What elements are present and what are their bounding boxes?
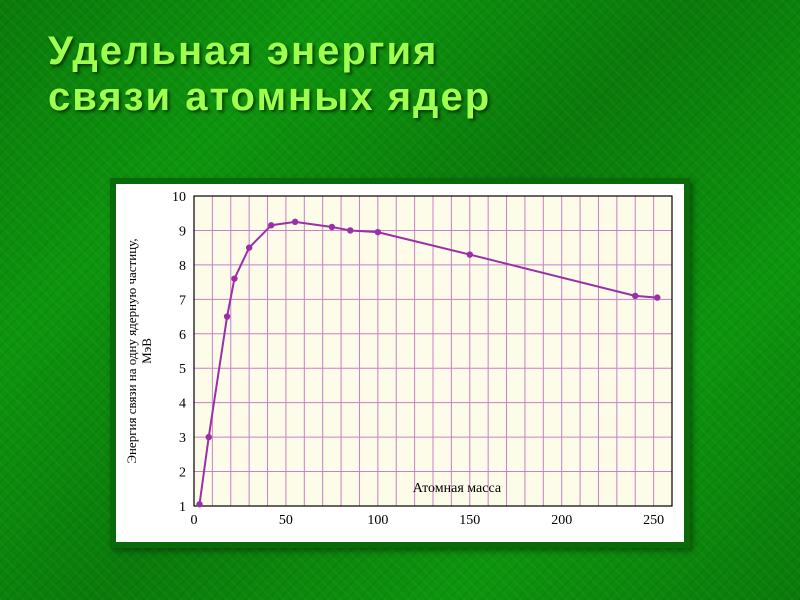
svg-text:4: 4 <box>179 397 186 412</box>
svg-text:100: 100 <box>367 513 388 528</box>
svg-text:250: 250 <box>643 513 664 528</box>
svg-text:7: 7 <box>179 293 186 308</box>
svg-text:5: 5 <box>179 362 186 377</box>
svg-text:3: 3 <box>179 431 186 446</box>
svg-text:200: 200 <box>551 513 572 528</box>
svg-text:9: 9 <box>179 224 186 239</box>
svg-text:10: 10 <box>172 190 186 205</box>
svg-text:Энергия связи на одну ядерную: Энергия связи на одну ядерную частицу,Мэ… <box>124 238 154 463</box>
svg-text:2: 2 <box>179 466 186 481</box>
chart-container: 0 50 100 150 200 250 1 2 3 4 5 6 7 8 9 10 Атомная масса Э… <box>110 178 690 548</box>
svg-text:8: 8 <box>179 259 186 274</box>
svg-text:6: 6 <box>179 328 186 343</box>
title-line-1: Удельная энергия <box>48 29 438 73</box>
slide-title: Удельная энергия связи атомных ядер <box>48 28 752 120</box>
slide: Удельная энергия связи атомных ядер 0 50 1… <box>0 0 800 600</box>
svg-text:1: 1 <box>179 500 186 515</box>
title-line-2: связи атомных ядер <box>48 75 491 119</box>
svg-text:50: 50 <box>279 513 293 528</box>
svg-text:0: 0 <box>191 513 198 528</box>
svg-text:150: 150 <box>459 513 480 528</box>
chart-inner: 0 50 100 150 200 250 1 2 3 4 5 6 7 8 9 10 Атомная масса Э… <box>116 184 684 542</box>
binding-energy-chart: 0 50 100 150 200 250 1 2 3 4 5 6 7 8 9 10 Атомная масса Э… <box>116 184 684 542</box>
svg-text:Атомная масса: Атомная масса <box>413 481 502 496</box>
